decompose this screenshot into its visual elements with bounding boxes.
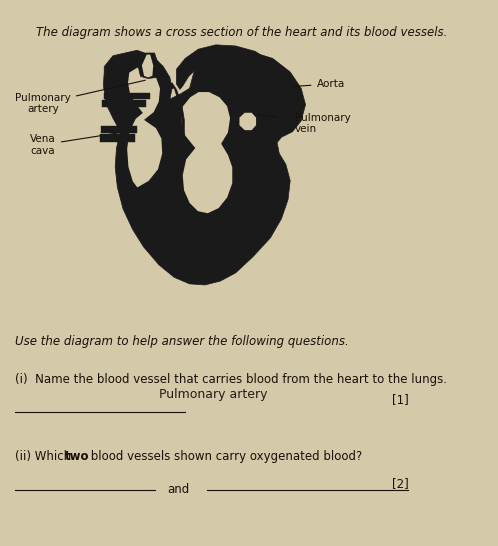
PathPatch shape <box>237 110 259 133</box>
Text: (i)  Name the blood vessel that carries blood from the heart to the lungs.: (i) Name the blood vessel that carries b… <box>14 373 447 387</box>
Text: Pulmonary
artery: Pulmonary artery <box>15 80 145 114</box>
PathPatch shape <box>180 91 234 215</box>
PathPatch shape <box>176 45 291 127</box>
Text: and: and <box>167 483 190 496</box>
PathPatch shape <box>101 126 137 133</box>
PathPatch shape <box>138 53 159 79</box>
Text: (ii) Which: (ii) Which <box>14 449 74 462</box>
PathPatch shape <box>104 93 150 99</box>
Text: Pulmonary artery: Pulmonary artery <box>159 388 267 401</box>
PathPatch shape <box>142 55 153 78</box>
PathPatch shape <box>165 83 184 187</box>
PathPatch shape <box>126 67 163 189</box>
Text: The diagram shows a cross section of the heart and its blood vessels.: The diagram shows a cross section of the… <box>36 26 448 39</box>
PathPatch shape <box>104 50 305 285</box>
Text: [2]: [2] <box>391 477 408 490</box>
Text: blood vessels shown carry oxygenated blood?: blood vessels shown carry oxygenated blo… <box>87 449 362 462</box>
Text: [1]: [1] <box>391 393 408 406</box>
Text: Use the diagram to help answer the following questions.: Use the diagram to help answer the follo… <box>14 335 348 348</box>
Text: Pulmonary
vein: Pulmonary vein <box>257 113 350 134</box>
PathPatch shape <box>100 134 135 141</box>
Text: Vena
cava: Vena cava <box>30 130 136 156</box>
Text: Aorta: Aorta <box>293 79 345 89</box>
PathPatch shape <box>240 113 256 130</box>
Text: two: two <box>65 449 89 462</box>
PathPatch shape <box>102 100 146 108</box>
